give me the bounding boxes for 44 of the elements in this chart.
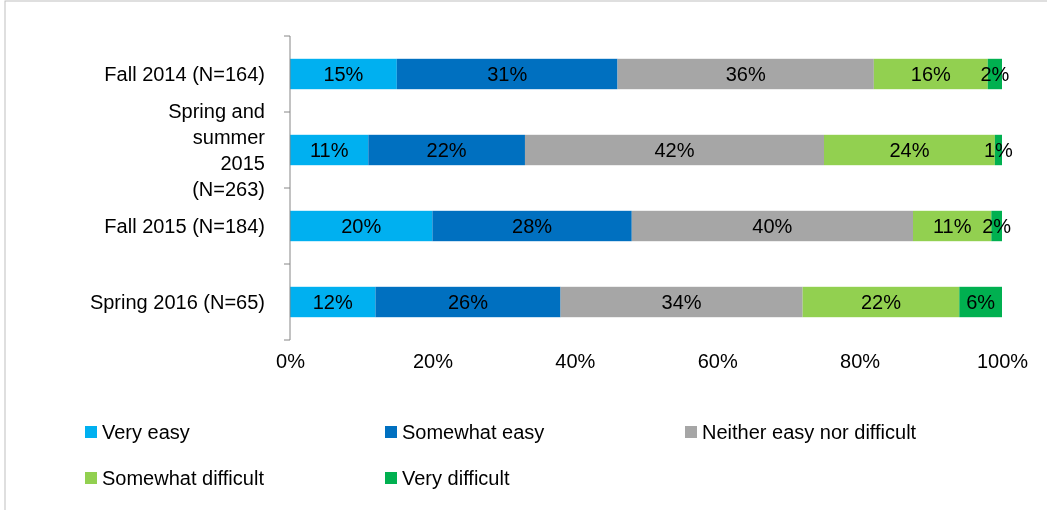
bar [290,210,433,242]
y-tick-label: Fall 2015 (N=184) [104,215,265,237]
data-label: 15% [323,63,364,85]
legend-label: Very easy [102,421,190,443]
y-tick-label: Fall 2014 (N=164) [104,63,265,85]
y-tick-label: Spring and summer 2015 (N=263) [168,100,266,200]
data-label: 20% [341,215,382,237]
data-label: 31% [487,63,528,85]
x-tick-label: 40% [555,350,596,373]
bar [631,210,913,242]
bar [802,286,960,318]
data-label: 22% [426,139,467,161]
bar [375,286,561,318]
bar [560,286,803,318]
data-label: 42% [654,139,695,161]
data-label: 26% [447,291,489,313]
bar [396,58,618,90]
x-tick-label: 80% [840,350,881,373]
x-tick-label: 100% [976,350,1029,373]
data-label: 12% [312,291,353,313]
data-label: 11% [932,215,972,237]
data-label: 6% [966,291,996,313]
data-label: 40% [752,215,793,237]
bar [617,58,874,90]
bar [524,134,824,166]
legend-label: Somewhat difficult [102,467,265,489]
data-label: 28% [512,215,553,237]
data-label: 2% [982,215,1012,237]
x-tick-label: 60% [697,350,738,373]
data-label: 16% [910,63,952,85]
legend-label: Very difficult [402,467,510,489]
data-label: 34% [661,291,702,313]
x-tick-label: 20% [412,350,454,373]
data-label: 36% [725,63,766,85]
data-label: 22% [860,291,902,313]
data-label: 24% [889,139,930,161]
bar [368,134,525,166]
x-tick-label: 0% [276,350,306,373]
data-label: 11% [309,139,349,161]
data-label: 1% [983,139,1014,161]
legend-label: Neither easy nor difficult [702,421,917,443]
bar [432,210,632,242]
y-tick-label: Spring 2016 (N=65) [89,291,265,313]
legend-label: Somewhat easy [402,421,545,443]
